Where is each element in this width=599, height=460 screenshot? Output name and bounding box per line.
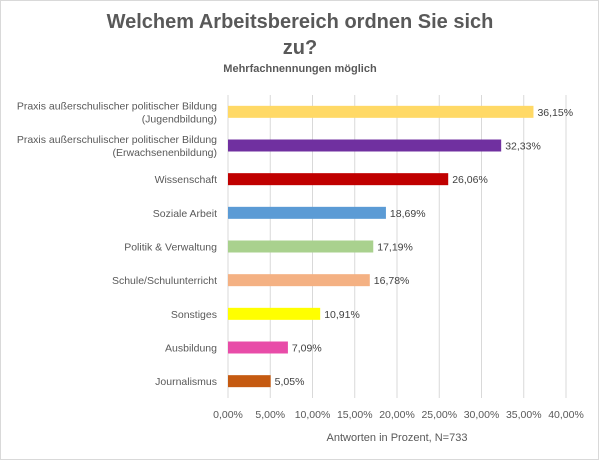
category-label: (Jugendbildung) bbox=[142, 113, 217, 125]
category-label: (Erwachsenenbildung) bbox=[113, 147, 217, 159]
x-tick-label: 0,00% bbox=[213, 409, 243, 421]
category-label: Praxis außerschulischer politischer Bild… bbox=[17, 134, 217, 146]
data-label: 16,78% bbox=[374, 275, 410, 287]
data-label: 17,19% bbox=[377, 242, 413, 254]
bar bbox=[228, 173, 449, 186]
bar bbox=[228, 206, 386, 219]
category-label: Journalismus bbox=[155, 376, 217, 388]
chart-title-line-2: zu? bbox=[282, 37, 318, 59]
data-label: 36,15% bbox=[537, 107, 573, 119]
category-label: Soziale Arbeit bbox=[153, 208, 217, 220]
bar bbox=[228, 105, 534, 118]
x-tick-label: 30,00% bbox=[464, 409, 500, 421]
category-label: Praxis außerschulischer politischer Bild… bbox=[17, 100, 217, 112]
data-label: 10,91% bbox=[324, 309, 360, 321]
x-tick-label: 35,00% bbox=[506, 409, 542, 421]
x-tick-label: 10,00% bbox=[295, 409, 331, 421]
x-tick-label: 15,00% bbox=[337, 409, 373, 421]
data-label: 5,05% bbox=[275, 376, 305, 388]
x-tick-label: 5,00% bbox=[255, 409, 285, 421]
data-label: 7,09% bbox=[292, 343, 322, 355]
bar bbox=[228, 240, 374, 253]
bar bbox=[228, 139, 502, 152]
category-label: Wissenschaft bbox=[155, 174, 218, 186]
chart-subtitle: Mehrfachnennungen möglich bbox=[223, 63, 377, 75]
bar bbox=[228, 341, 288, 354]
data-label: 26,06% bbox=[452, 174, 488, 186]
x-tick-label: 20,00% bbox=[379, 409, 415, 421]
bar bbox=[228, 274, 370, 287]
x-tick-label: 25,00% bbox=[421, 409, 457, 421]
data-label: 18,69% bbox=[390, 208, 426, 220]
category-label: Schule/Schulunterricht bbox=[112, 275, 217, 287]
bar bbox=[228, 375, 271, 388]
category-label: Sonstiges bbox=[171, 309, 217, 321]
category-label: Politik & Verwaltung bbox=[124, 242, 217, 254]
x-tick-label: 40,00% bbox=[548, 409, 584, 421]
bar bbox=[228, 307, 321, 320]
chart-title-line-1: Welchem Arbeitsbereich ordnen Sie sich bbox=[106, 11, 494, 33]
category-label: Ausbildung bbox=[165, 343, 217, 355]
data-label: 32,33% bbox=[505, 141, 541, 153]
x-axis-title: Antworten in Prozent, N=733 bbox=[327, 432, 468, 444]
